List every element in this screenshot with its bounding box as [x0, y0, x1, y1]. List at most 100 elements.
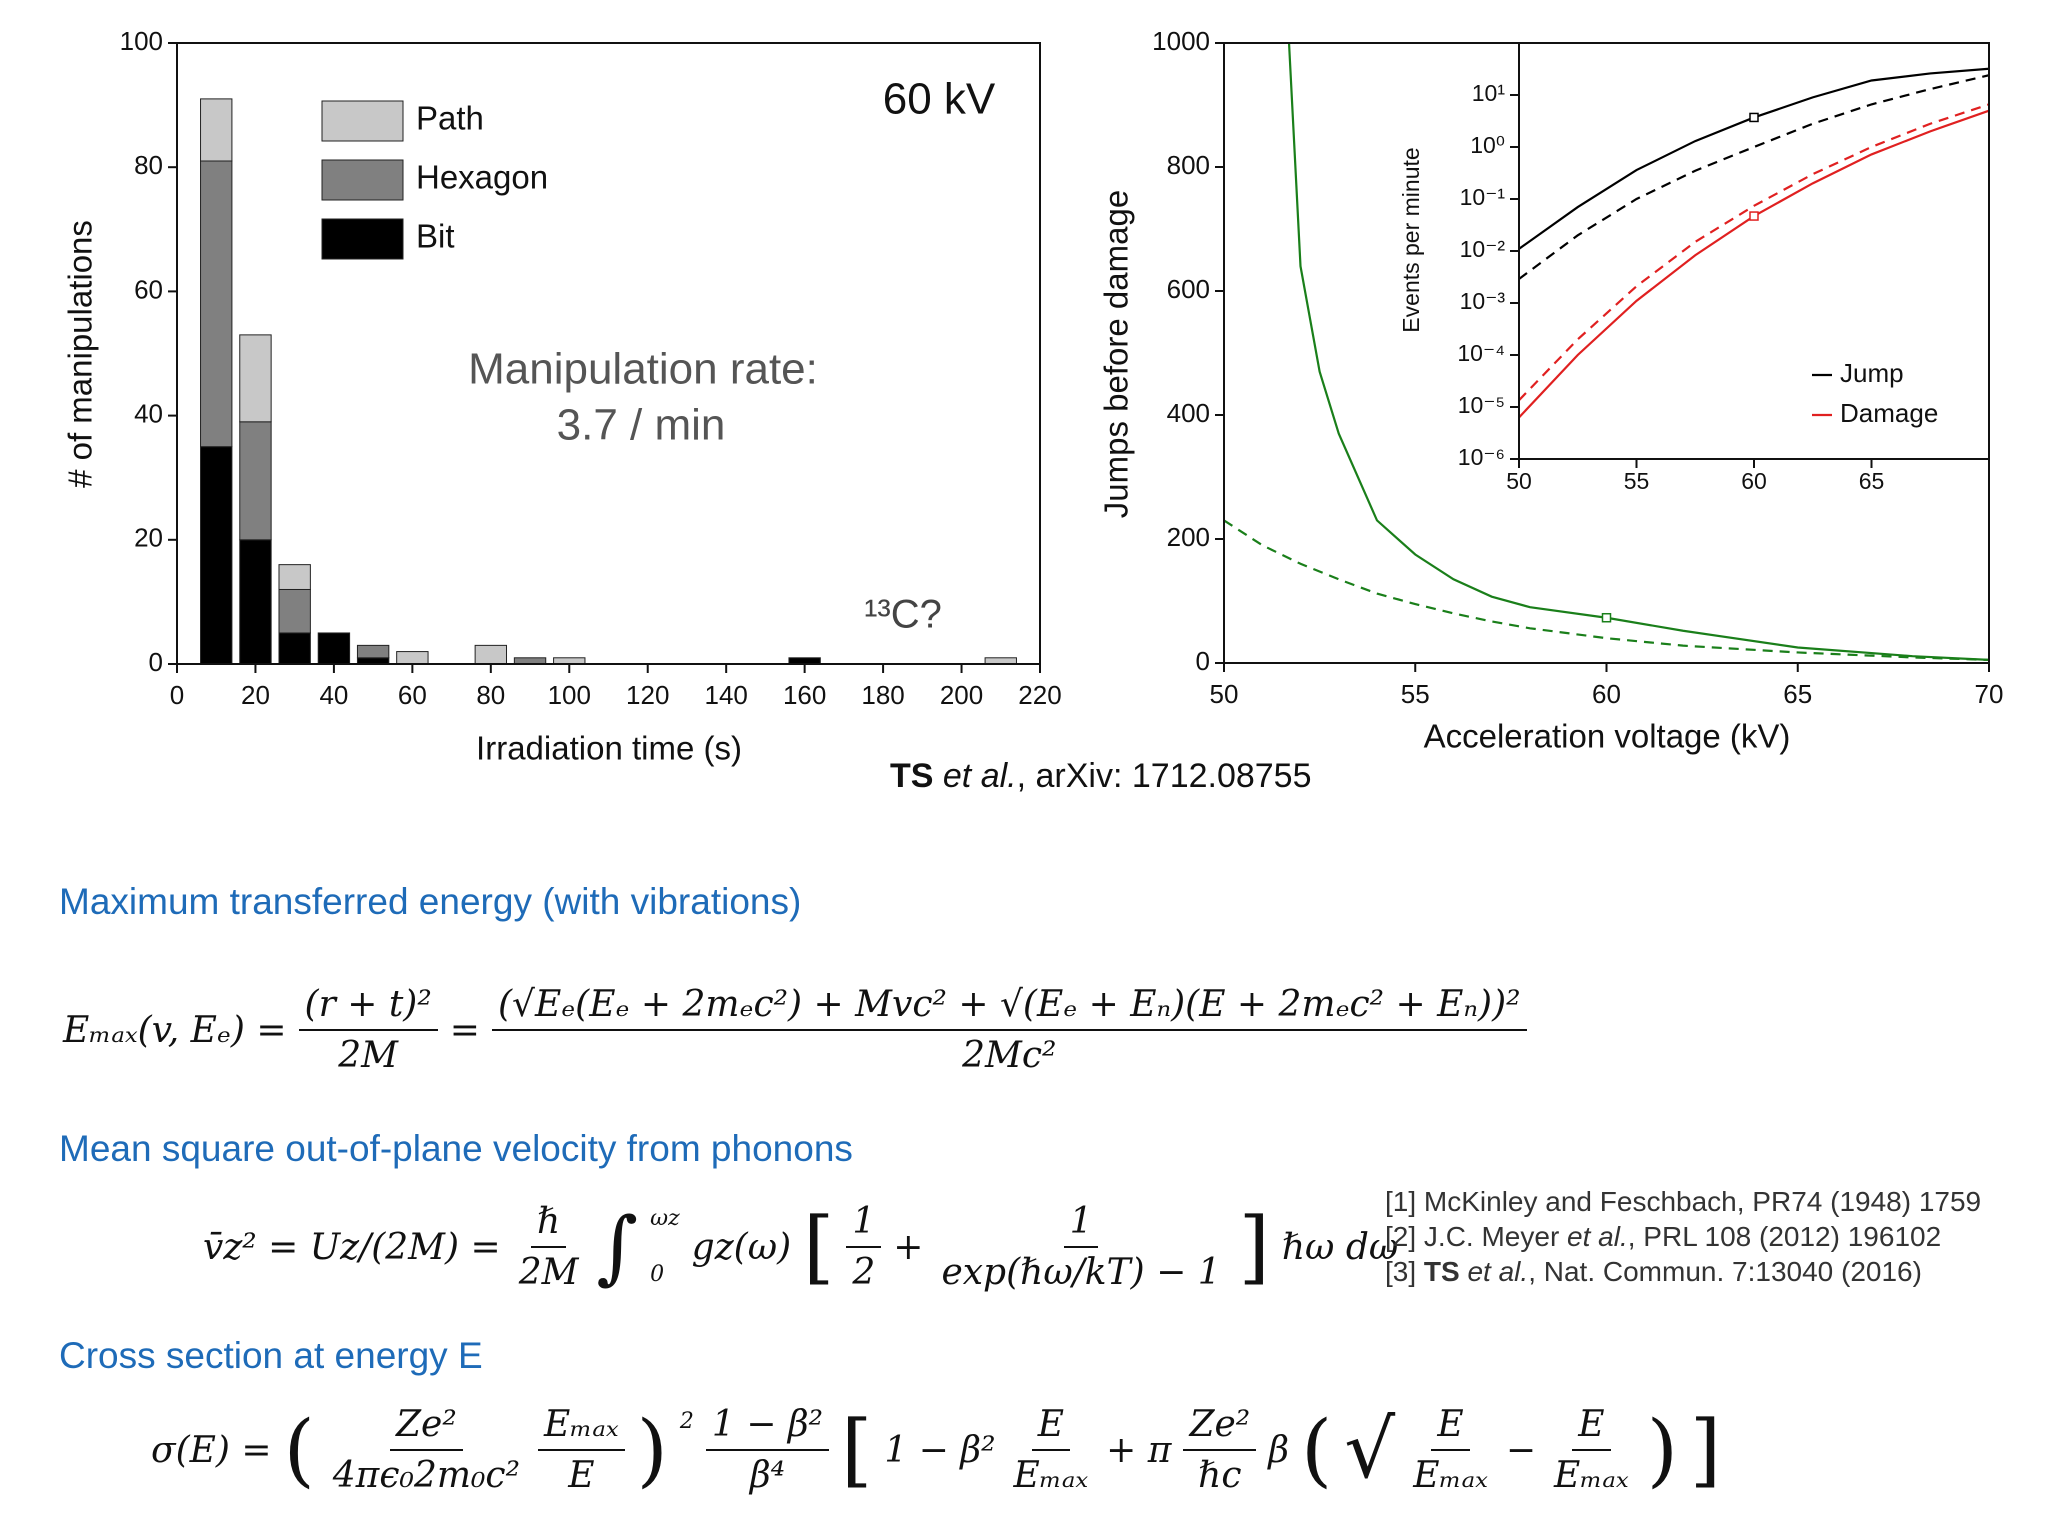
eq-term: 1 − β²: [884, 1429, 996, 1471]
bar-segment: [317, 632, 351, 665]
legend-label: Bit: [416, 218, 455, 255]
reference-etal: et al.: [1459, 1256, 1529, 1287]
eq-fraction: (√Eₑ(Eₑ + 2mₑc²) + Mvc² + √(Eₑ + Eₙ)(E +…: [491, 984, 1527, 1076]
y-axis-label: Events per minute: [1398, 147, 1424, 332]
line-series: [1519, 103, 1989, 401]
x-tick-label: 20: [241, 680, 270, 710]
eq-limits: 2: [679, 1409, 694, 1490]
eq-denominator: exp(ℏω/kT) − 1: [941, 1252, 1221, 1293]
legend-label: Damage: [1840, 398, 1938, 428]
x-tick-label: 200: [940, 680, 983, 710]
bar-segment: [278, 632, 311, 665]
y-tick-label: 10⁻²: [1460, 236, 1506, 262]
x-tick-label: 50: [1506, 468, 1532, 494]
x-tick-label: 65: [1859, 468, 1885, 494]
eq-numerator: E: [1572, 1404, 1611, 1451]
x-tick-label: 50: [1210, 679, 1239, 709]
legend-swatch: [321, 100, 404, 142]
eq-term: β: [1268, 1429, 1290, 1471]
x-tick-label: 70: [1975, 679, 2004, 709]
eq-denominator: 2M: [518, 1252, 579, 1293]
eq-term: (: [283, 1403, 315, 1496]
eq-fraction: Ze² ℏc: [1183, 1404, 1257, 1496]
eq-numerator: 1: [1063, 1201, 1099, 1248]
eq-term: [: [841, 1403, 873, 1496]
eq-term: gz(ω): [691, 1226, 792, 1268]
y-tick-label: 10⁻¹: [1460, 184, 1506, 210]
y-tick-label: 40: [134, 398, 163, 428]
eq-numerator: 1: [846, 1201, 882, 1248]
highlight-marker: [1749, 211, 1759, 221]
reference-text: [2] J.C. Meyer: [1385, 1221, 1568, 1252]
citation-author: TS: [890, 757, 933, 795]
y-tick-label: 10⁻⁶: [1458, 444, 1505, 470]
y-tick-label: 0: [149, 647, 163, 677]
y-tick-label: 10¹: [1472, 80, 1506, 106]
eq-fraction: (r + t)² 2M: [298, 984, 438, 1076]
x-tick-label: 180: [861, 680, 904, 710]
eq-term: (: [1301, 1403, 1333, 1496]
eq-fraction: ℏ 2M: [513, 1201, 585, 1293]
eq-fraction: 1 exp(ℏω/kT) − 1: [935, 1201, 1226, 1293]
y-tick-label: 10⁻⁵: [1458, 392, 1505, 418]
x-tick-label: 55: [1401, 679, 1430, 709]
eq-term: σ(E) =: [151, 1429, 272, 1471]
reference-text: [1] McKinley and Feschbach, PR74 (1948) …: [1385, 1186, 1982, 1217]
heading: Maximum transferred energy (with vibrati…: [59, 881, 802, 922]
y-tick-label: 100: [120, 26, 163, 56]
reference: [1] McKinley and Feschbach, PR74 (1948) …: [1385, 1184, 1981, 1219]
eq-fraction: E Eₘₐₓ: [1407, 1404, 1494, 1496]
x-axis-label: Irradiation time (s): [476, 730, 742, 767]
bar-segment: [278, 588, 311, 634]
bar-segment: [356, 644, 390, 659]
y-tick-label: 10⁰: [1470, 132, 1505, 158]
eq-numerator: (r + t)²: [298, 984, 438, 1031]
annotation: 60 kV: [883, 75, 996, 124]
y-tick-label: 200: [1167, 522, 1210, 552]
eq-numerator: Ze²: [1183, 1404, 1257, 1451]
eq-sup: 2: [679, 1409, 694, 1434]
equation: v̄z² = Uz/(2M) = ℏ 2M ∫ ωz 0 gz(ω)[1 2 +1 exp(ℏω/…: [203, 1201, 1398, 1293]
eq-denominator: Eₘₐₓ: [1554, 1455, 1629, 1496]
y-tick-label: 10⁻⁴: [1457, 340, 1505, 366]
bar-segment: [200, 160, 233, 448]
x-tick-label: 80: [476, 680, 505, 710]
citation-ref: , arXiv: 1712.08755: [1017, 757, 1312, 795]
eq-sup: ωz: [650, 1206, 680, 1231]
y-tick-label: 20: [134, 523, 163, 553]
bar-segment: [239, 334, 272, 423]
annotation: 3.7 / min: [557, 401, 726, 450]
x-tick-label: 65: [1783, 679, 1812, 709]
x-tick-label: 140: [704, 680, 747, 710]
eq-denominator: 4πϵ₀2m₀c²: [332, 1455, 521, 1496]
eq-term: ]: [1238, 1200, 1270, 1293]
reference: [2] J.C. Meyer et al., PRL 108 (2012) 19…: [1385, 1219, 1981, 1254]
y-tick-label: 80: [134, 150, 163, 180]
eq-denominator: Eₘₐₓ: [1413, 1455, 1488, 1496]
bar-segment: [200, 98, 233, 162]
eq-term: +: [893, 1226, 924, 1268]
eq-term: ]: [1689, 1403, 1722, 1496]
equation: Eₘₐₓ(v, Eₑ) = (r + t)² 2M = (√Eₑ(Eₑ + 2mₑc²)…: [63, 984, 1527, 1076]
plot-frame: [176, 42, 1041, 665]
x-tick-label: 220: [1018, 680, 1061, 710]
reference-author: TS: [1423, 1256, 1460, 1287]
eq-fraction: E Eₘₐₓ: [1548, 1404, 1635, 1496]
bar-segment: [239, 421, 272, 541]
eq-denominator: ℏc: [1198, 1455, 1242, 1496]
reference-text: [3]: [1385, 1256, 1424, 1287]
eq-term: [: [803, 1200, 835, 1293]
legend-label: Path: [416, 100, 484, 137]
x-tick-label: 55: [1624, 468, 1650, 494]
x-tick-label: 60: [398, 680, 427, 710]
y-tick-label: 400: [1167, 398, 1210, 428]
bar-segment: [278, 564, 311, 590]
eq-term: ℏω dω: [1281, 1226, 1399, 1268]
y-tick-label: 60: [134, 274, 163, 304]
eq-term: ): [1646, 1403, 1678, 1496]
reference-etal: et al.: [1567, 1221, 1628, 1252]
eq-denominator: β⁴: [749, 1455, 786, 1496]
x-axis-label: Acceleration voltage (kV): [1424, 718, 1791, 755]
